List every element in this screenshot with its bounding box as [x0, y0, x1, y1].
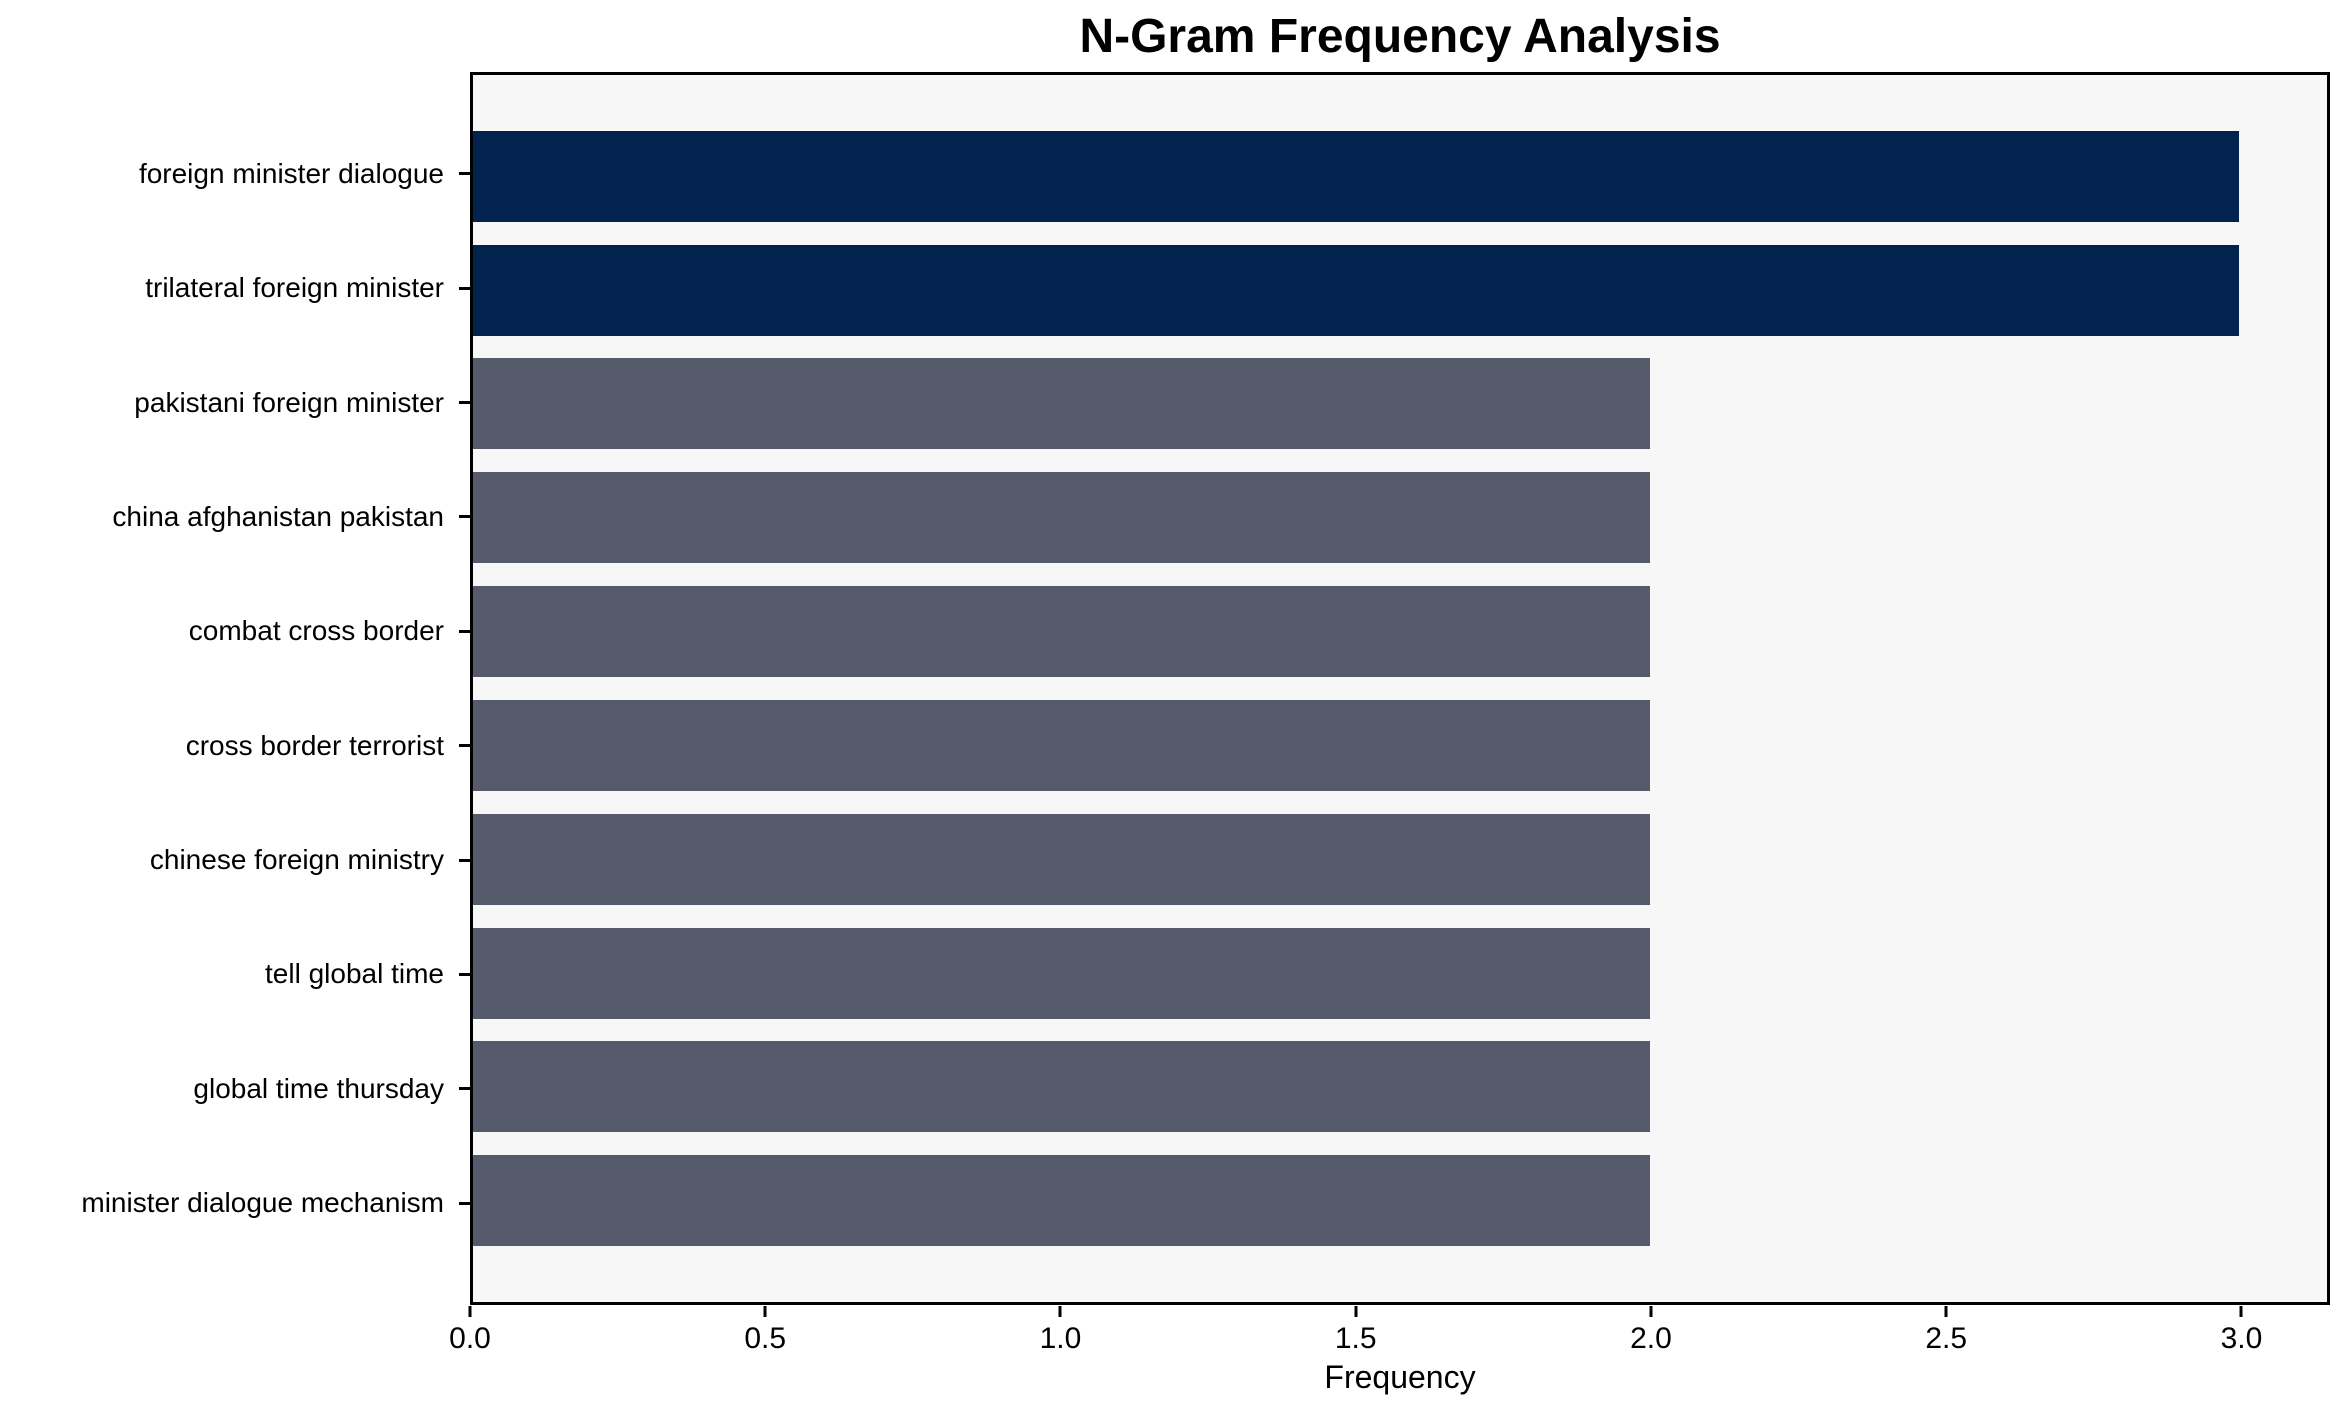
y-tick-label: foreign minister dialogue [138, 157, 444, 189]
plot-area [470, 72, 2330, 1305]
bar [473, 1041, 1651, 1133]
y-tick-label: pakistani foreign minister [134, 386, 444, 418]
bar [473, 358, 1651, 450]
x-tick-label: 1.5 [1334, 1322, 1377, 1355]
y-tick-mark [459, 1201, 470, 1205]
y-tick-label: chinese foreign ministry [149, 844, 444, 876]
x-tick-mark [1944, 1306, 1948, 1317]
bar [473, 927, 1651, 1019]
y-tick-label: china afghanistan pakistan [112, 500, 444, 532]
y-tick-mark [459, 744, 470, 748]
y-tick-mark [459, 515, 470, 519]
x-tick-mark [2239, 1306, 2243, 1317]
bar [473, 699, 1651, 791]
y-tick-label: combat cross border [188, 615, 444, 647]
x-tick-mark [1354, 1306, 1358, 1317]
x-axis-title: Frequency [1324, 1359, 1476, 1395]
y-tick-label: trilateral foreign minister [145, 272, 444, 304]
bar [473, 244, 2239, 336]
chart-title: N-Gram Frequency Analysis [1079, 10, 1721, 63]
y-tick-mark [459, 858, 470, 862]
bar [473, 130, 2239, 222]
y-tick-label: minister dialogue mechanism [81, 1187, 444, 1219]
x-tick-mark [1058, 1306, 1062, 1317]
y-tick-mark [459, 629, 470, 633]
x-tick-label: 0.0 [449, 1322, 491, 1355]
y-tick-mark [459, 1087, 470, 1091]
x-tick-label: 2.5 [1925, 1322, 1968, 1355]
bar [473, 1155, 1651, 1247]
y-tick-mark [459, 972, 470, 976]
x-tick-label: 2.0 [1630, 1322, 1672, 1355]
y-tick-label: tell global time [265, 958, 444, 990]
bar [473, 586, 1651, 678]
x-tick-label: 3.0 [2220, 1322, 2263, 1355]
x-axis: 0.0 0.5 1.0 1.5 2.0 2.5 3.0 [449, 1305, 2330, 1414]
x-tick-label: 0.5 [744, 1322, 787, 1355]
bar [473, 813, 1651, 905]
y-tick-mark [459, 401, 470, 405]
y-tick-label: global time thursday [193, 1072, 444, 1104]
x-tick-mark [1649, 1306, 1653, 1317]
y-tick-mark [459, 286, 470, 290]
y-axis: foreign minister dialogue trilateral fore… [0, 72, 470, 1305]
y-tick-mark [459, 172, 470, 176]
bar [473, 472, 1651, 564]
x-tick-mark [468, 1306, 472, 1317]
y-tick-label: cross border terrorist [185, 729, 444, 761]
x-tick-label: 1.0 [1039, 1322, 1082, 1355]
x-tick-mark [763, 1306, 767, 1317]
